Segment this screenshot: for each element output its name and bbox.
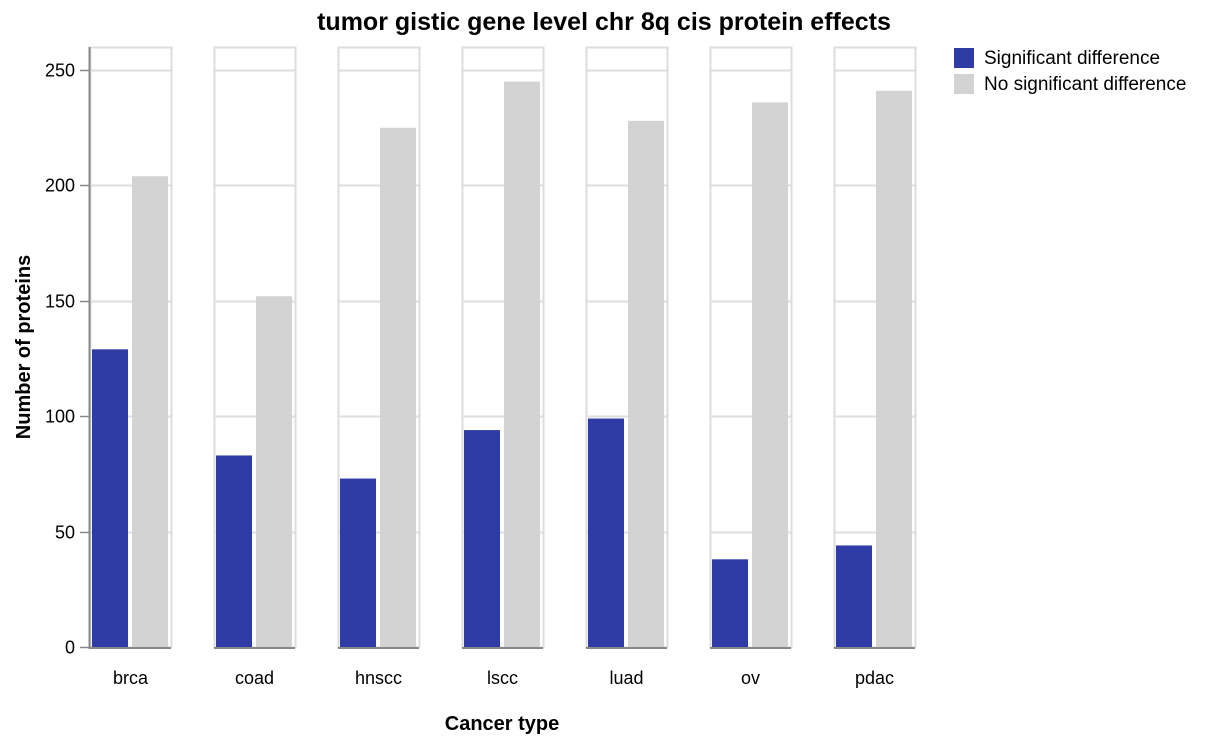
y-axis-ticks: 0 50 100 150 200 250: [45, 61, 89, 658]
panel-pdac: pdac: [833, 46, 917, 688]
bar-ov-significant: [712, 559, 748, 647]
bar-brca-significant: [92, 349, 128, 647]
bar-luad-not-significant: [628, 120, 664, 648]
category-label: hnscc: [355, 668, 402, 688]
bar-luad-significant: [588, 418, 624, 647]
y-tick-label: 0: [65, 638, 75, 658]
category-label: pdac: [855, 668, 894, 688]
bar-hnscc-significant: [340, 478, 376, 647]
category-label: luad: [609, 668, 643, 688]
bar-hnscc-not-significant: [380, 127, 416, 648]
legend-swatch: [954, 74, 974, 94]
category-label: lscc: [487, 668, 518, 688]
panel-hnscc: hnscc: [337, 46, 421, 688]
category-label: coad: [235, 668, 274, 688]
bar-pdac-not-significant: [876, 90, 912, 648]
chart-title: tumor gistic gene level chr 8q cis prote…: [317, 8, 891, 36]
bar-coad-significant: [216, 455, 252, 647]
bar-lscc-not-significant: [504, 81, 540, 648]
bar-pdac-significant: [836, 545, 872, 647]
panel-ov: ov: [709, 46, 793, 688]
panel-luad: luad: [585, 46, 669, 688]
bar-brca-not-significant: [132, 176, 168, 647]
legend-swatch: [954, 48, 974, 68]
legend-label: Significant difference: [984, 48, 1160, 69]
bar-coad-not-significant: [256, 296, 292, 647]
panel-lscc: lscc: [461, 46, 545, 688]
panel-coad: coad: [213, 46, 297, 688]
panel-brca: brca: [89, 46, 173, 688]
y-tick-label: 150: [45, 292, 75, 312]
category-label: brca: [113, 668, 149, 688]
bar-lscc-significant: [464, 430, 500, 647]
legend: Significant difference No significant dif…: [954, 48, 1186, 95]
y-tick-label: 100: [45, 407, 75, 427]
plot-area: brca coad hnscc lscc luad ov pdac: [89, 46, 917, 688]
y-axis-title: Number of proteins: [13, 255, 35, 439]
y-tick-label: 50: [55, 523, 75, 543]
legend-label: No significant difference: [984, 74, 1186, 95]
category-label: ov: [741, 668, 760, 688]
bar-ov-not-significant: [752, 102, 788, 647]
x-axis-title: Cancer type: [445, 713, 560, 735]
y-tick-label: 200: [45, 176, 75, 196]
y-tick-label: 250: [45, 61, 75, 81]
